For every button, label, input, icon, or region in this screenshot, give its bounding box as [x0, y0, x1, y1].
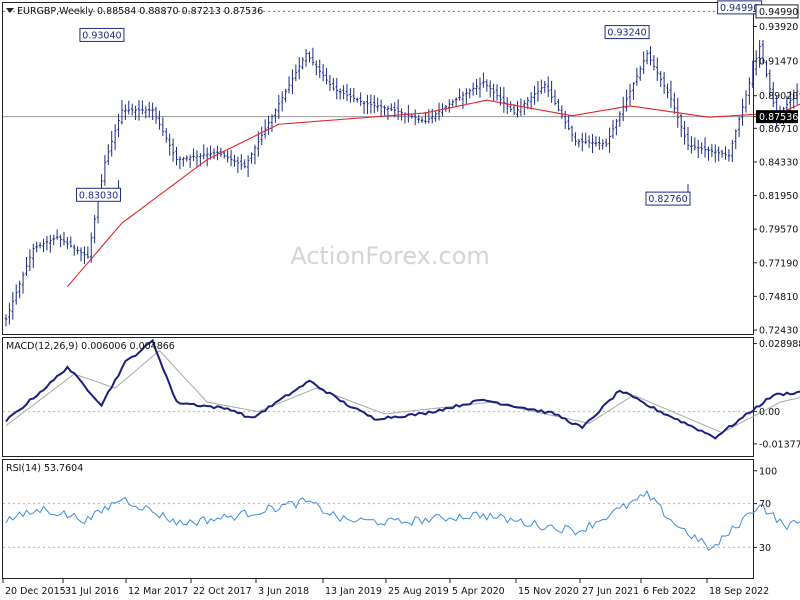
- date-tick-label: 22 Oct 2017: [193, 586, 252, 597]
- rsi-layer: [5, 489, 800, 552]
- symbol-label: EURGBP,Weekly: [17, 6, 94, 17]
- moving-average-layer: [66, 99, 800, 287]
- candles: [4, 40, 800, 327]
- price-tick-label: 0.79570: [759, 225, 798, 236]
- date-tick-label: 20 Dec 2015: [5, 586, 66, 597]
- annotation-box: [604, 25, 650, 40]
- macd-signal-line: [5, 349, 800, 434]
- chart-header: EURGBP,Weekly 0.88584 0.88870 0.87213 0.…: [6, 6, 263, 17]
- date-tick-label: 3 Jun 2018: [258, 586, 309, 597]
- date-tick-label: 5 Apr 2020: [452, 586, 505, 597]
- price-tick-label: 0.89020: [759, 91, 798, 102]
- date-tick-label: 25 Aug 2019: [388, 586, 449, 597]
- date-axis: 20 Dec 2015 31 Jul 2016 12 Mar 2017 22 Oct …: [2, 579, 769, 597]
- dropdown-triangle-icon[interactable]: [6, 8, 14, 13]
- marked-level-tag: [755, 4, 799, 19]
- price-tick-label: 0.72430: [759, 326, 798, 337]
- annotation-0.83030: 0.83030: [76, 180, 122, 202]
- date-tick-label: 13 Jan 2019: [325, 586, 382, 597]
- price-axis: 0.94990 0.93920 0.91470 0.89020 0.875360.867…: [753, 4, 800, 554]
- macd-tick-label: 0.028988: [759, 339, 800, 350]
- rsi-panel-frame: [2, 459, 754, 579]
- annotation-box: [79, 27, 125, 42]
- macd-tick-label: 0.00: [759, 407, 780, 418]
- annotation-label: 0.93240: [607, 28, 646, 39]
- macd-label: MACD(12,26,9) 0.006006 0.004866: [6, 341, 175, 352]
- rsi-tick-label: 30: [759, 543, 771, 554]
- ohlc-label: 0.88584 0.88870 0.87213 0.87536: [97, 6, 263, 17]
- rsi-line: [5, 489, 800, 552]
- annotation-label: 0.94990: [720, 3, 759, 14]
- price-tick-label: 0.84330: [759, 157, 798, 168]
- price-tick-label: 0.81950: [759, 191, 798, 202]
- price-tick-label: 0.93920: [759, 22, 798, 33]
- rsi-tick-label: 70: [759, 499, 771, 510]
- annotation-label: 0.83030: [79, 190, 118, 201]
- price-annotations: 0.930400.830300.932400.827600.949900.820…: [76, 0, 763, 206]
- price-tick-label: 0.86710: [759, 124, 798, 135]
- current-price-tag: [756, 110, 798, 124]
- price-tick-label: 0.74810: [759, 292, 798, 303]
- date-tick-label: 12 Mar 2017: [128, 586, 188, 597]
- macd-tick-label: -0.013779: [759, 439, 800, 450]
- watermark: ActionForex.com: [290, 242, 490, 270]
- annotation-0.93040: 0.93040: [79, 27, 125, 42]
- price-tick-label: 0.87536: [759, 112, 798, 123]
- price-tick-label: 0.91470: [759, 57, 798, 68]
- date-tick-label: 6 Feb 2022: [643, 586, 696, 597]
- macd-line: [5, 338, 800, 440]
- annotation-label: 0.82760: [648, 194, 687, 205]
- moving-average-line: [66, 99, 800, 287]
- macd-layer: [5, 338, 800, 440]
- annotation-box: [76, 187, 122, 202]
- price-panel-frame: [2, 2, 754, 335]
- price-tick-label: 0.77190: [759, 258, 798, 269]
- macd-panel-frame: [2, 337, 754, 457]
- rsi-label: RSI(14) 53.7604: [6, 463, 83, 474]
- annotation-label: 0.93040: [82, 30, 121, 41]
- date-tick-label: 18 Sep 2022: [709, 586, 769, 597]
- date-tick-label: 15 Nov 2020: [518, 586, 579, 597]
- annotation-0.82760: 0.82760: [645, 184, 691, 206]
- date-tick-label: 31 Jul 2016: [65, 586, 119, 597]
- annotation-0.94990: 0.94990: [717, 0, 763, 15]
- annotation-box: [645, 191, 691, 206]
- price-tick-label: 0.94990: [759, 7, 798, 18]
- date-tick-label: 27 Jun 2021: [582, 586, 639, 597]
- annotation-0.93240: 0.93240: [604, 25, 650, 40]
- rsi-tick-label: 100: [759, 466, 777, 477]
